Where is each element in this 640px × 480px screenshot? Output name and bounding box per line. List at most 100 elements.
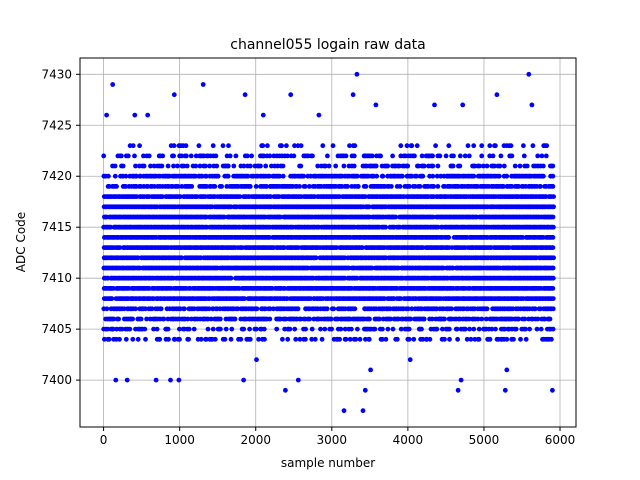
data-point [102, 336, 107, 342]
data-point [191, 306, 197, 312]
data-point [151, 163, 157, 169]
data-point [277, 173, 283, 179]
data-point [367, 316, 372, 322]
data-point [411, 336, 417, 342]
data-point [547, 316, 553, 322]
data-point [385, 326, 391, 332]
data-point [405, 163, 411, 169]
data-point [228, 336, 234, 342]
data-point [446, 235, 452, 240]
data-point [487, 336, 493, 342]
data-point [435, 184, 441, 189]
data-point [301, 173, 307, 179]
data-point [316, 112, 322, 118]
y-tick-label: 7410 [41, 271, 72, 285]
data-point [369, 153, 375, 159]
data-point [267, 306, 273, 312]
data-point [417, 184, 423, 189]
data-point [355, 184, 361, 189]
data-point [203, 163, 208, 169]
data-point [325, 153, 330, 159]
data-point [389, 184, 394, 189]
data-point [322, 326, 328, 332]
data-point [130, 336, 136, 342]
data-point [544, 143, 550, 149]
data-point [265, 143, 270, 149]
data-point [368, 367, 373, 373]
data-point [280, 336, 285, 342]
data-point [267, 153, 273, 159]
data-point [123, 336, 129, 342]
data-point [550, 296, 556, 301]
data-point [288, 92, 294, 98]
data-point [123, 173, 129, 179]
data-point [262, 336, 267, 342]
data-point [509, 153, 515, 159]
data-point [135, 336, 141, 342]
data-point [225, 163, 231, 169]
data-point [142, 326, 148, 332]
data-point [292, 326, 298, 332]
data-point [198, 336, 204, 342]
data-point [541, 173, 546, 179]
data-point [114, 326, 120, 332]
data-point [188, 153, 194, 159]
data-point [220, 143, 226, 149]
data-point [538, 326, 544, 332]
data-point [267, 173, 272, 179]
data-point [181, 163, 187, 169]
data-point [455, 387, 461, 393]
data-point [337, 336, 342, 342]
y-tick-label: 7425 [41, 118, 72, 132]
data-point [171, 143, 177, 149]
data-point [159, 163, 165, 169]
data-point [479, 316, 485, 322]
data-point [298, 143, 304, 149]
data-point [497, 163, 503, 169]
data-point [362, 387, 368, 393]
data-point [134, 173, 139, 179]
data-point [284, 143, 289, 149]
data-point [256, 336, 261, 342]
data-point [219, 184, 225, 189]
data-point [249, 153, 255, 159]
data-point [476, 336, 482, 342]
data-point [324, 306, 330, 312]
data-point [196, 143, 202, 149]
data-point [175, 163, 180, 169]
data-point [535, 153, 541, 159]
data-point [543, 153, 549, 159]
data-point [280, 173, 286, 179]
data-point [175, 184, 181, 189]
data-point [523, 326, 528, 332]
data-point [266, 235, 272, 240]
data-point [493, 326, 498, 332]
data-point [490, 153, 496, 159]
data-point [245, 173, 251, 179]
data-point [501, 163, 507, 169]
data-point [427, 336, 433, 342]
data-point [275, 163, 280, 169]
data-point [176, 377, 182, 383]
data-point [343, 153, 349, 159]
data-point [268, 194, 274, 200]
data-point [498, 153, 504, 159]
data-point [551, 255, 556, 261]
data-point [204, 336, 209, 342]
data-point [406, 336, 412, 342]
data-point [247, 184, 253, 189]
data-point [385, 163, 391, 169]
data-point [320, 143, 326, 149]
data-point [263, 163, 269, 169]
data-point [442, 336, 447, 342]
data-point [409, 143, 415, 149]
data-point [437, 153, 443, 159]
data-point [217, 316, 223, 322]
data-point [484, 163, 490, 169]
data-point [287, 326, 293, 332]
data-point [540, 163, 546, 169]
data-point [318, 326, 323, 332]
data-point [154, 326, 160, 332]
data-point [120, 163, 126, 169]
data-point [297, 184, 302, 189]
